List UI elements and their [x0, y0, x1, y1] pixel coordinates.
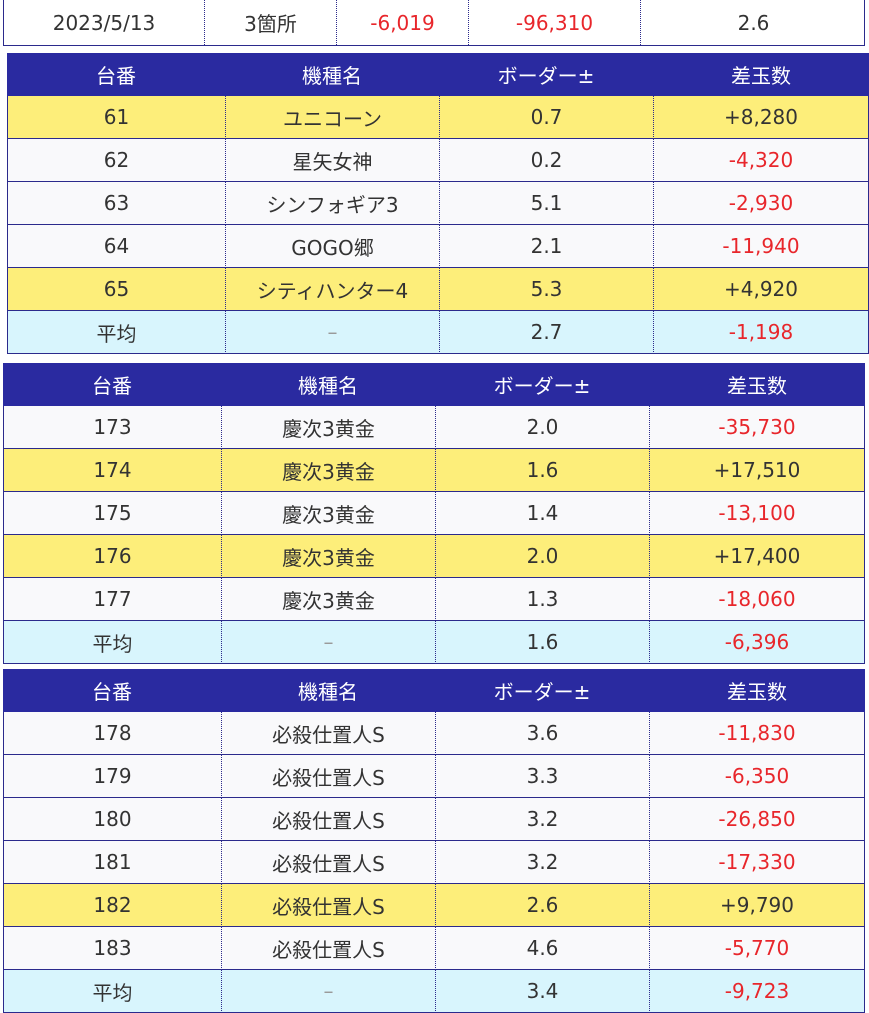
cell-machine-name: 必殺仕置人S [221, 884, 435, 927]
cell-machine-number: 173 [3, 406, 221, 449]
cell-diff: -11,830 [649, 712, 865, 755]
average-diff: -6,396 [649, 621, 865, 664]
cell-border: 0.7 [439, 96, 653, 139]
summary-count: 3箇所 [204, 0, 336, 45]
summary-row: 2023/5/13 3箇所 -6,019 -96,310 2.6 [3, 0, 865, 46]
average-label: 平均 [7, 311, 225, 354]
cell-machine-name: 必殺仕置人S [221, 841, 435, 884]
cell-machine-number: 179 [3, 755, 221, 798]
average-border: 1.6 [435, 621, 649, 664]
cell-diff: -4,320 [653, 139, 869, 182]
cell-machine-number: 64 [7, 225, 225, 268]
cell-machine-name: 慶次3黄金 [221, 406, 435, 449]
cell-diff: -18,060 [649, 578, 865, 621]
cell-machine-number: 65 [7, 268, 225, 311]
cell-diff: +4,920 [653, 268, 869, 311]
cell-border: 2.6 [435, 884, 649, 927]
cell-machine-name: 慶次3黄金 [221, 449, 435, 492]
cell-diff: +8,280 [653, 96, 869, 139]
cell-diff: -6,350 [649, 755, 865, 798]
column-header: ボーダー± [435, 669, 649, 712]
cell-machine-name: 星矢女神 [225, 139, 439, 182]
cell-machine-name: 必殺仕置人S [221, 798, 435, 841]
cell-border: 1.4 [435, 492, 649, 535]
average-border: 2.7 [439, 311, 653, 354]
cell-diff: -35,730 [649, 406, 865, 449]
summary-diff-total: -96,310 [468, 0, 640, 45]
machine-table: 台番 機種名 ボーダー± 差玉数 173 慶次3黄金 2.0 -35,730 174 慶次3黄金 1… [3, 363, 865, 664]
cell-diff: -11,940 [653, 225, 869, 268]
machine-table: 台番 機種名 ボーダー± 差玉数 178 必殺仕置人S 3.6 -11,830 179 必殺仕置人… [3, 669, 865, 1013]
cell-machine-number: 177 [3, 578, 221, 621]
column-header: 台番 [7, 53, 225, 96]
cell-diff: +17,400 [649, 535, 865, 578]
cell-machine-number: 183 [3, 927, 221, 970]
column-header: 機種名 [221, 669, 435, 712]
cell-machine-name: 慶次3黄金 [221, 535, 435, 578]
cell-machine-number: 175 [3, 492, 221, 535]
cell-machine-name: 必殺仕置人S [221, 927, 435, 970]
average-diff: -9,723 [649, 970, 865, 1013]
cell-border: 3.6 [435, 712, 649, 755]
column-header: 差玉数 [649, 669, 865, 712]
average-label: 平均 [3, 621, 221, 664]
cell-machine-name: ユニコーン [225, 96, 439, 139]
cell-machine-number: 176 [3, 535, 221, 578]
cell-machine-name: シティハンター4 [225, 268, 439, 311]
summary-border: 2.6 [640, 0, 866, 45]
average-border: 3.4 [435, 970, 649, 1013]
cell-machine-number: 62 [7, 139, 225, 182]
cell-diff: -2,930 [653, 182, 869, 225]
cell-border: 2.1 [439, 225, 653, 268]
average-name: – [221, 621, 435, 664]
cell-diff: -17,330 [649, 841, 865, 884]
cell-machine-name: GOGO郷 [225, 225, 439, 268]
cell-border: 3.2 [435, 798, 649, 841]
cell-machine-number: 174 [3, 449, 221, 492]
summary-date: 2023/5/13 [52, 10, 156, 35]
cell-machine-name: 慶次3黄金 [221, 578, 435, 621]
column-header: ボーダー± [439, 53, 653, 96]
cell-border: 1.3 [435, 578, 649, 621]
cell-machine-name: 必殺仕置人S [221, 755, 435, 798]
column-header: 差玉数 [653, 53, 869, 96]
cell-border: 5.3 [439, 268, 653, 311]
cell-border: 2.0 [435, 535, 649, 578]
cell-machine-name: 慶次3黄金 [221, 492, 435, 535]
cell-diff: -5,770 [649, 927, 865, 970]
column-header: 機種名 [221, 363, 435, 406]
column-header: 差玉数 [649, 363, 865, 406]
cell-machine-number: 181 [3, 841, 221, 884]
cell-machine-name: シンフォギア3 [225, 182, 439, 225]
cell-machine-number: 63 [7, 182, 225, 225]
cell-machine-number: 61 [7, 96, 225, 139]
column-header: 台番 [3, 363, 221, 406]
column-header: 機種名 [225, 53, 439, 96]
cell-border: 3.3 [435, 755, 649, 798]
machine-table: 台番 機種名 ボーダー± 差玉数 61 ユニコーン 0.7 +8,280 62 星矢女神 0.2 -4… [7, 53, 869, 354]
column-header: ボーダー± [435, 363, 649, 406]
cell-border: 3.2 [435, 841, 649, 884]
cell-border: 1.6 [435, 449, 649, 492]
average-name: – [221, 970, 435, 1013]
cell-machine-number: 180 [3, 798, 221, 841]
cell-diff: -26,850 [649, 798, 865, 841]
cell-diff: -13,100 [649, 492, 865, 535]
cell-border: 2.0 [435, 406, 649, 449]
cell-border: 5.1 [439, 182, 653, 225]
summary-diff-avg: -6,019 [336, 0, 468, 45]
average-label: 平均 [3, 970, 221, 1013]
cell-diff: +17,510 [649, 449, 865, 492]
cell-machine-number: 182 [3, 884, 221, 927]
average-name: – [225, 311, 439, 354]
cell-border: 0.2 [439, 139, 653, 182]
cell-machine-name: 必殺仕置人S [221, 712, 435, 755]
cell-border: 4.6 [435, 927, 649, 970]
column-header: 台番 [3, 669, 221, 712]
cell-machine-number: 178 [3, 712, 221, 755]
cell-diff: +9,790 [649, 884, 865, 927]
average-diff: -1,198 [653, 311, 869, 354]
